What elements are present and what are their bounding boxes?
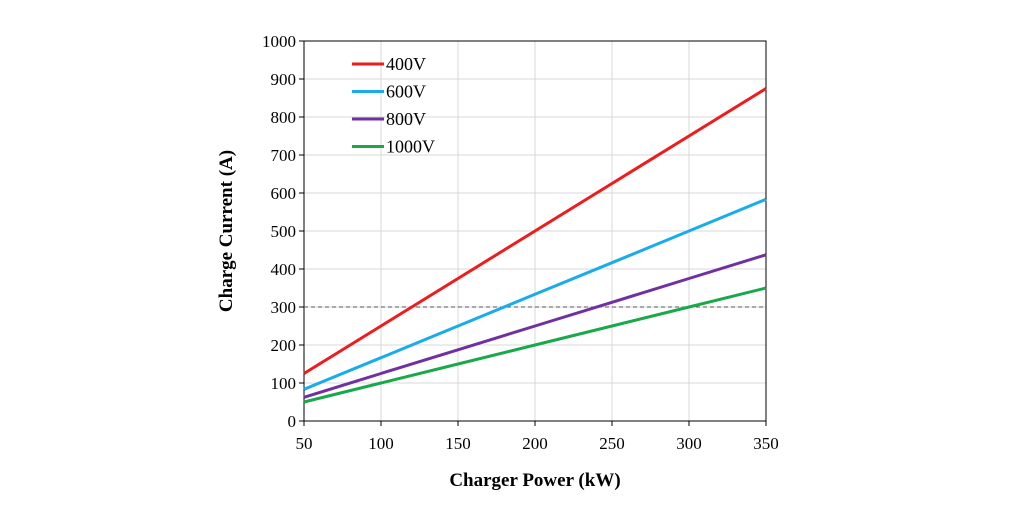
x-tick-label: 50 <box>296 434 313 453</box>
y-tick-label: 300 <box>271 298 297 317</box>
x-tick-label: 100 <box>368 434 394 453</box>
legend: 400V 600V 800V 1000V <box>352 54 435 157</box>
y-axis-title: Charge Current (A) <box>216 150 237 312</box>
x-tick-label: 300 <box>676 434 702 453</box>
series-line-600V <box>303 197 767 391</box>
y-tick-label: 1000 <box>262 32 296 51</box>
series-line-800V <box>303 253 767 399</box>
series-line-1000V <box>303 286 767 404</box>
legend-label-800V: 800V <box>386 109 426 129</box>
x-axis-title: Charger Power (kW) <box>449 470 620 491</box>
legend-label-400V: 400V <box>386 54 426 74</box>
legend-label-600V: 600V <box>386 82 426 102</box>
series-line-400V <box>303 87 767 375</box>
legend-label-1000V: 1000V <box>386 137 435 157</box>
y-tick-label: 400 <box>271 260 297 279</box>
x-tick-label: 350 <box>753 434 779 453</box>
x-tick-label: 200 <box>522 434 548 453</box>
y-tick-label: 600 <box>271 184 297 203</box>
y-tick-label: 200 <box>271 336 297 355</box>
x-tick-label: 150 <box>445 434 471 453</box>
y-tick-label: 900 <box>271 70 297 89</box>
series-lines <box>303 87 767 404</box>
y-tick-label: 800 <box>271 108 297 127</box>
y-axis-ticks: 0 100 200 300 400 500 600 700 800 900 1000 <box>262 32 304 431</box>
y-tick-label: 700 <box>271 146 297 165</box>
y-tick-label: 100 <box>271 374 297 393</box>
y-tick-label: 500 <box>271 222 297 241</box>
y-tick-label: 0 <box>288 412 297 431</box>
x-axis-ticks: 50 100 150 200 250 300 350 <box>296 421 779 453</box>
x-tick-label: 250 <box>599 434 625 453</box>
